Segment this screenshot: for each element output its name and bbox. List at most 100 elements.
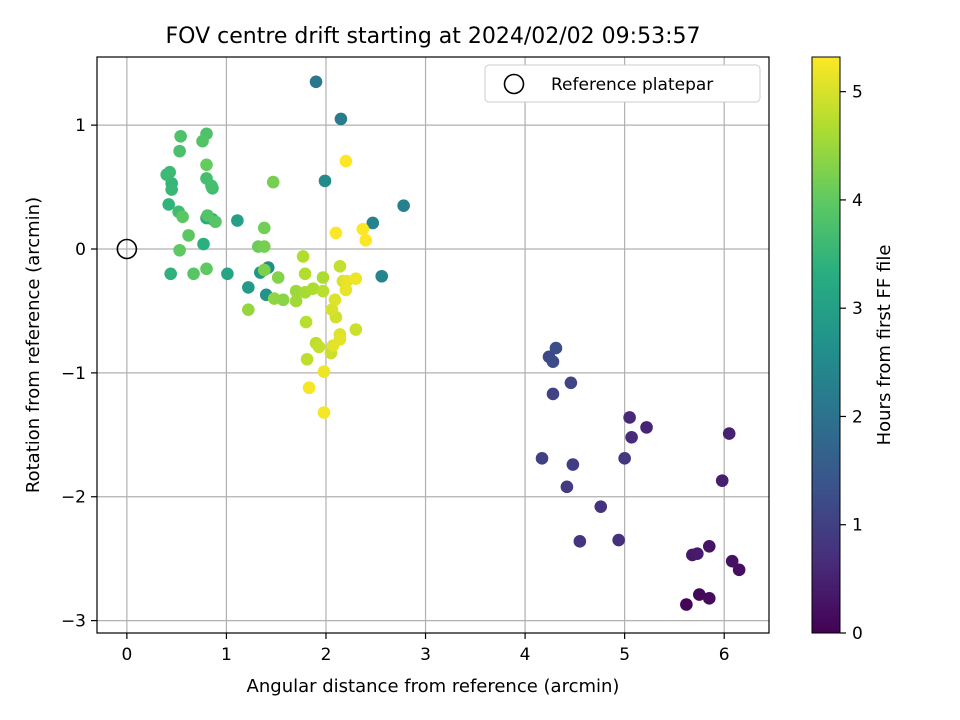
data-point	[725, 554, 739, 568]
colorbar-tick-label: 2	[852, 407, 863, 427]
colorbar-tick-label: 1	[852, 516, 863, 536]
data-point	[623, 411, 636, 424]
colorbar-gradient	[811, 56, 841, 634]
data-point	[328, 293, 342, 307]
data-point	[349, 323, 363, 336]
data-point	[349, 272, 363, 286]
data-point	[317, 406, 331, 419]
legend-marker	[503, 73, 525, 95]
data-point	[333, 260, 347, 273]
legend: Reference platepar	[484, 64, 761, 103]
y-tick-label: −3	[61, 612, 86, 632]
x-tick-label: 5	[619, 645, 630, 665]
plot-frame	[96, 56, 770, 634]
data-point	[329, 226, 343, 240]
data-point	[162, 198, 175, 211]
legend-label: Reference platepar	[551, 75, 713, 95]
data-point	[566, 458, 580, 471]
data-point	[257, 263, 271, 277]
data-point	[197, 237, 210, 251]
data-point	[318, 174, 332, 188]
data-point	[691, 547, 704, 561]
data-point	[316, 271, 330, 284]
colorbar-ticks: 0 1 2 3 4 5	[840, 83, 863, 644]
data-point	[200, 172, 213, 185]
data-point	[625, 430, 638, 444]
chart-title: FOV centre drift starting at 2024/02/02 …	[166, 24, 701, 49]
data-point	[715, 474, 729, 487]
data-point	[164, 267, 177, 281]
data-point	[640, 421, 653, 434]
data-point	[356, 222, 370, 236]
gridlines	[97, 57, 769, 633]
data-point	[242, 281, 255, 294]
data-point	[209, 215, 222, 229]
data-point	[309, 75, 323, 89]
data-point	[702, 539, 716, 553]
data-point	[289, 294, 303, 308]
data-point	[242, 303, 255, 316]
data-point	[298, 267, 312, 281]
x-tick-label: 0	[121, 645, 132, 665]
data-point	[334, 112, 348, 126]
data-point	[317, 365, 331, 378]
data-point	[680, 598, 693, 611]
data-point	[618, 452, 631, 465]
data-point	[182, 229, 195, 242]
data-point	[267, 292, 281, 305]
x-axis-ticks: 0 1 2 3 4 5 6	[121, 633, 730, 665]
data-point	[339, 154, 353, 168]
data-point	[702, 592, 716, 605]
colorbar-tick-label: 3	[852, 299, 863, 319]
data-point	[535, 452, 549, 465]
data-point	[266, 175, 280, 189]
x-tick-label: 1	[221, 645, 232, 665]
x-tick-label: 3	[420, 645, 431, 665]
y-tick-label: −1	[61, 364, 86, 384]
data-point	[200, 262, 213, 276]
data-point	[176, 210, 189, 224]
data-point	[573, 535, 587, 548]
data-point	[306, 282, 320, 295]
reference-marker	[116, 238, 138, 260]
data-point	[300, 352, 314, 366]
data-point	[196, 134, 209, 148]
data-point	[163, 165, 176, 179]
x-tick-label: 6	[719, 645, 730, 665]
data-point	[231, 214, 244, 227]
data-point	[359, 234, 373, 247]
data-point	[187, 267, 200, 281]
y-tick-label: 0	[75, 240, 86, 260]
data-point	[546, 355, 560, 369]
data-point	[732, 563, 746, 577]
data-point	[722, 427, 736, 440]
x-tick-label: 4	[520, 645, 531, 665]
data-point	[173, 144, 186, 158]
data-point	[174, 129, 187, 143]
y-axis-label: Rotation from reference (arcmin)	[23, 197, 44, 493]
data-point	[546, 387, 560, 401]
data-point	[271, 271, 285, 284]
data-point	[257, 221, 271, 235]
data-point	[594, 500, 608, 513]
colorbar-tick-label: 5	[852, 83, 863, 103]
x-tick-label: 2	[321, 645, 332, 665]
data-point	[200, 158, 213, 172]
legend-box	[484, 64, 761, 103]
data-point	[560, 480, 574, 494]
data-point	[165, 183, 178, 196]
colorbar-label: Hours from first FF file	[874, 245, 895, 446]
data-point	[316, 284, 330, 298]
data-points	[160, 75, 746, 611]
y-tick-label: −2	[61, 488, 86, 508]
colorbar-tick-label: 0	[852, 624, 863, 644]
data-point	[693, 588, 706, 601]
data-point	[325, 303, 339, 316]
colorbar: 0 1 2 3 4 5 Hours from first FF file	[811, 56, 895, 644]
data-point	[221, 267, 234, 281]
data-point	[173, 243, 186, 257]
y-tick-label: 1	[75, 116, 86, 136]
data-point	[312, 340, 326, 354]
data-point	[257, 240, 271, 253]
